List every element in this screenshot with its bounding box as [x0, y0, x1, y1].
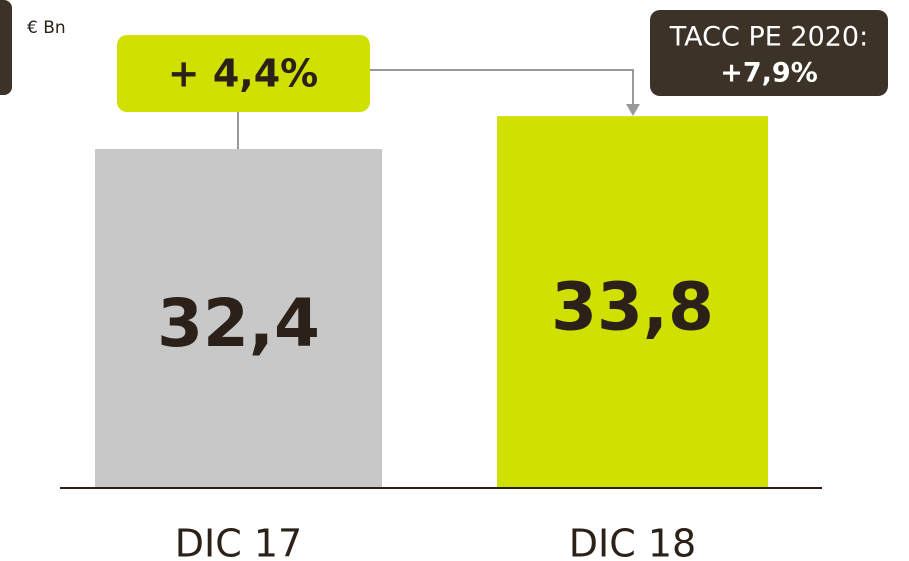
unit-label: € Bn [27, 18, 66, 38]
x-tick-label: DIC 17 [175, 522, 302, 561]
value-label: 32,4 [157, 285, 320, 362]
x-tick-label: DIC 18 [569, 522, 696, 561]
cagr-title: TACC PE 2020: [669, 22, 868, 53]
partial-box [0, 0, 12, 95]
growth-box [117, 35, 370, 112]
growth-label: + 4,4% [168, 52, 318, 96]
bar [497, 116, 768, 487]
arrow-head [626, 104, 640, 116]
value-label: 33,8 [551, 269, 714, 346]
cagr-value: +7,9% [720, 58, 818, 89]
cagr-box [650, 10, 888, 96]
connector [370, 69, 634, 106]
bar [95, 149, 382, 487]
